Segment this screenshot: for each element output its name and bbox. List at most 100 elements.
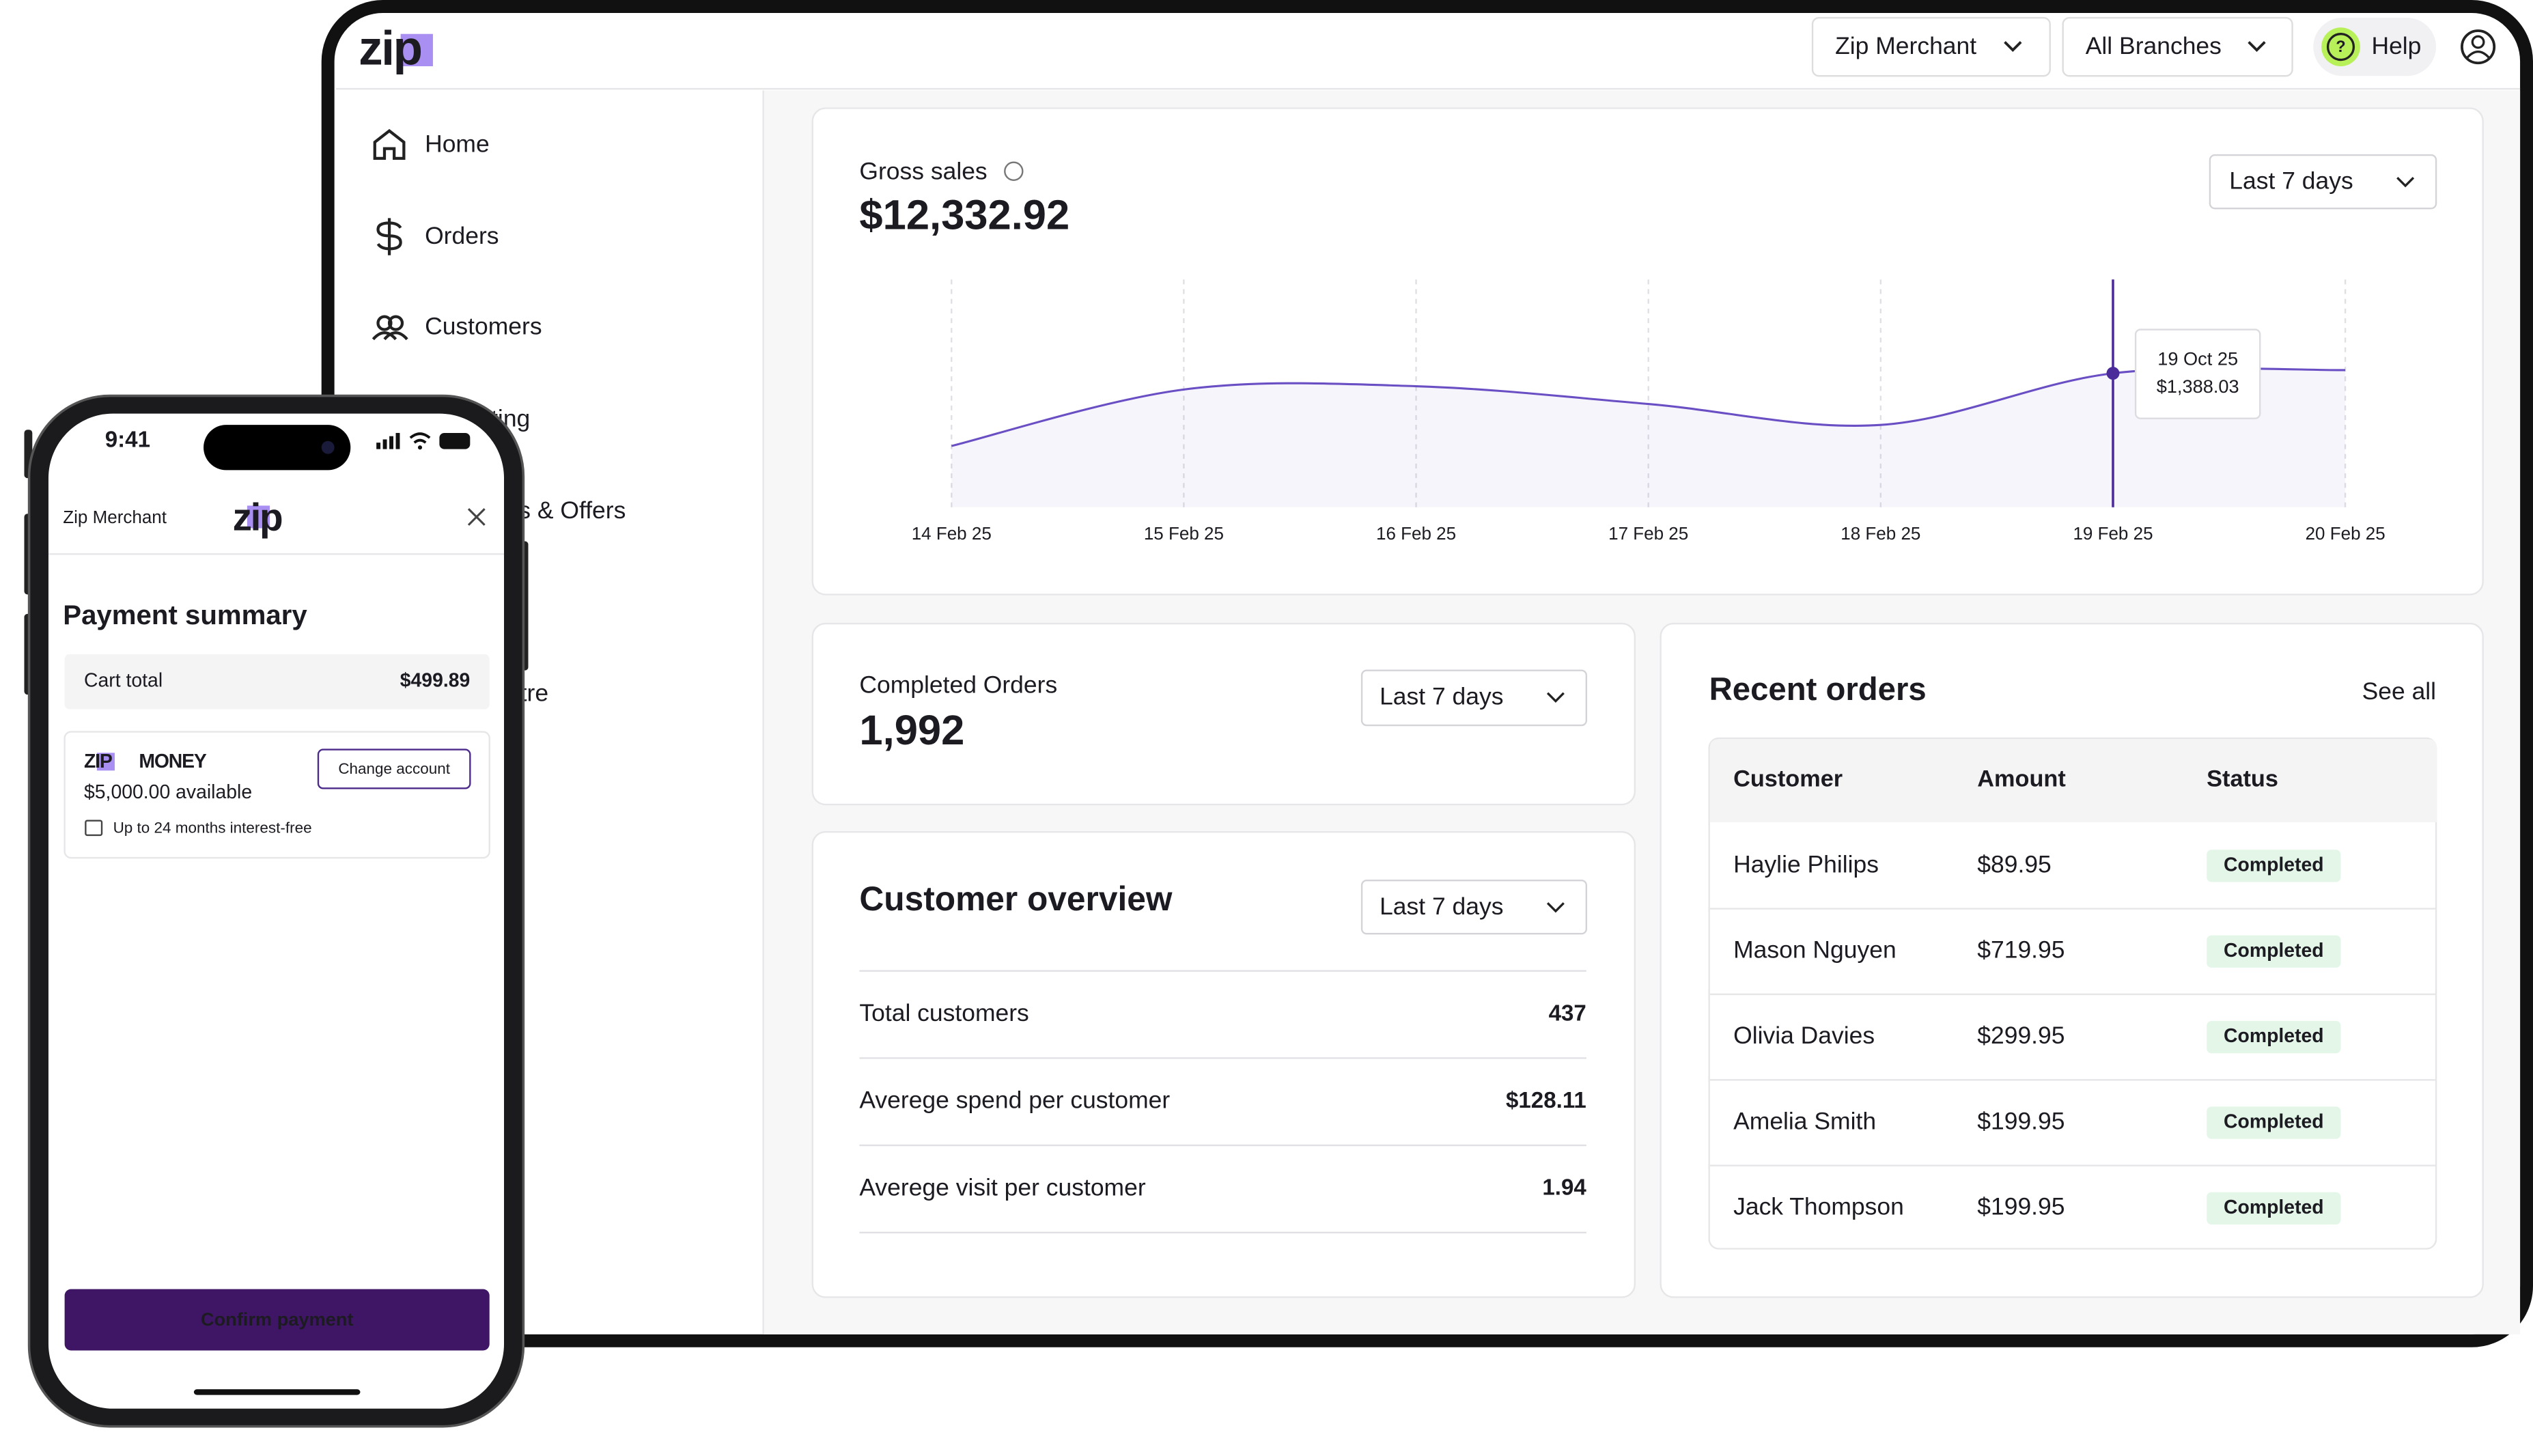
nav-item[interactable]: tre — [520, 680, 548, 707]
customer-overview-card — [811, 831, 1636, 1298]
x-tick-label: 18 Feb 25 — [1841, 523, 1920, 544]
status-label: Completed — [2224, 1025, 2324, 1047]
status-badge — [2207, 935, 2341, 968]
branch-label: All Branches — [2086, 32, 2222, 59]
status-badge — [2207, 1020, 2341, 1054]
area — [951, 368, 2346, 507]
card-title: Recent orders — [1709, 671, 1927, 708]
chevron — [2004, 41, 2022, 53]
column-header: Status — [2207, 766, 2278, 792]
chevron — [1546, 902, 1565, 913]
card-label: Completed Orders — [859, 671, 1057, 699]
period-select[interactable] — [1360, 879, 1588, 935]
x-tick-label: 14 Feb 25 — [912, 523, 992, 544]
signal-bar — [389, 436, 393, 449]
orders-icon — [376, 218, 402, 255]
signal-bar — [376, 443, 381, 449]
confirm-button[interactable] — [64, 1289, 490, 1351]
period-label: Last 7 days — [1380, 893, 1503, 920]
available: $5,000.00 available — [84, 781, 252, 803]
signal-bar — [382, 439, 387, 449]
home-icon — [373, 128, 406, 160]
period-select[interactable] — [2209, 154, 2437, 210]
status-label: Completed — [2224, 1196, 2324, 1218]
confirm-label[interactable]: Confirm payment — [201, 1308, 354, 1330]
wifi-icon — [417, 445, 423, 450]
logo-block — [247, 505, 270, 529]
column-header: Amount — [1977, 766, 2065, 792]
x-tick-label: 17 Feb 25 — [1608, 523, 1688, 544]
signal-bar — [395, 432, 400, 449]
metric-value: $128.11 — [1506, 1088, 1586, 1113]
customers-icon — [372, 331, 408, 341]
tooltip-value: $1,388.03 — [2157, 376, 2239, 397]
completed-orders-card — [811, 622, 1636, 806]
customer-name: Jack Thompson — [1733, 1193, 1904, 1220]
logo: zip — [233, 496, 282, 540]
user-icon-head — [2471, 35, 2485, 49]
branch-select[interactable] — [2062, 16, 2293, 77]
see-all-link[interactable]: See all — [2362, 677, 2436, 705]
status-badge — [2207, 850, 2341, 882]
nav-item[interactable]: s & Offers — [518, 496, 626, 524]
column-header: Customer — [1733, 766, 1843, 792]
dynamic-island — [204, 425, 351, 471]
user-icon[interactable] — [2461, 29, 2496, 65]
phone-screen — [48, 413, 505, 1409]
home-indicator — [193, 1389, 361, 1395]
chart-subtitle: $12,332.92 — [859, 192, 1069, 239]
order-amount: $299.95 — [1977, 1022, 2065, 1049]
x-tick-label: 19 Feb 25 — [2073, 523, 2153, 544]
nav-item[interactable]: Orders — [425, 222, 499, 249]
terms: Up to 24 months interest-free — [113, 819, 312, 836]
order-amount: $719.95 — [1977, 936, 2065, 964]
help-icon — [2326, 33, 2355, 61]
x-tick-label: 15 Feb 25 — [1144, 523, 1224, 544]
phone-content: 9:41 Zip Merchant zip Payment summary Cart t… — [63, 428, 470, 1330]
status-label: Completed — [2224, 1110, 2324, 1132]
customer-name: Haylie Philips — [1733, 850, 1879, 878]
help-icon-glyph: ? — [2336, 38, 2345, 56]
info-icon[interactable] — [1004, 161, 1024, 181]
close-icon[interactable] — [467, 508, 486, 526]
period-select[interactable] — [1360, 669, 1588, 727]
customers-icon — [387, 315, 404, 331]
battery-icon — [439, 432, 471, 449]
customer-name: Olivia Davies — [1733, 1022, 1875, 1049]
nav-item[interactable]: Customers — [425, 313, 542, 340]
period-label: Last 7 days — [2229, 167, 2353, 195]
status-badge — [2207, 1192, 2341, 1225]
table-header-bg — [1709, 739, 2437, 823]
status-time: 9:41 — [105, 428, 150, 453]
change-account[interactable]: Change account — [338, 760, 450, 777]
tooltip-title: 19 Oct 25 — [2157, 348, 2238, 369]
cart-box — [64, 654, 490, 710]
order-amount: $199.95 — [1977, 1107, 2065, 1134]
chart-title: Gross sales — [859, 157, 987, 184]
laptop-content: zip Zip Merchant All Branches Help Home Order… — [359, 21, 2436, 1234]
customers-icon — [376, 315, 393, 331]
merchant-label: Zip Merchant — [1835, 32, 1976, 59]
chevron — [1546, 692, 1565, 703]
wifi-icon — [409, 432, 431, 444]
metric-label: Averege spend per customer — [859, 1087, 1170, 1114]
period-label: Last 7 days — [1380, 682, 1503, 710]
tooltip — [2134, 328, 2261, 419]
customer-name: Mason Nguyen — [1733, 936, 1897, 964]
x-tick-label: 20 Feb 25 — [2306, 523, 2385, 544]
metric-value: 437 — [1549, 1000, 1586, 1026]
account-brand: MONEY — [139, 751, 206, 772]
help-label: Help — [2371, 32, 2421, 59]
logo-block — [96, 753, 115, 771]
status-badge — [2207, 1106, 2341, 1139]
metric-label: Total customers — [859, 999, 1028, 1026]
chevron — [2396, 177, 2415, 188]
card-value: 1,992 — [859, 707, 964, 754]
logo-block — [400, 33, 433, 67]
nav-item[interactable]: Home — [425, 130, 490, 157]
merchant-name: Zip Merchant — [63, 507, 167, 527]
user-icon-body — [2465, 51, 2491, 59]
change-account-button[interactable] — [317, 748, 471, 789]
merchant-select[interactable] — [1811, 16, 2051, 77]
